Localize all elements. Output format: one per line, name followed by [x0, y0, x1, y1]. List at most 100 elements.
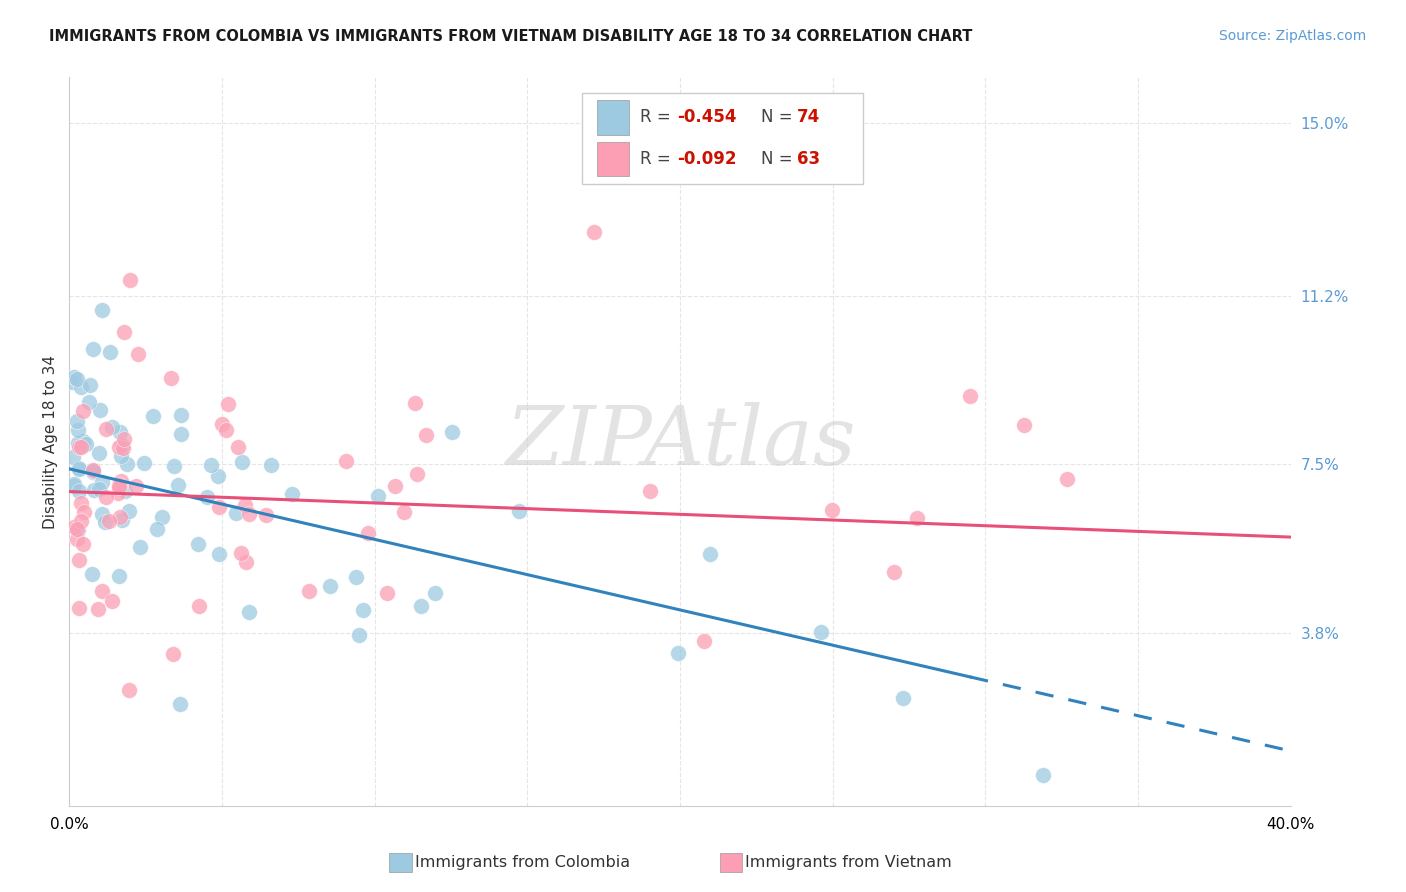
Text: IMMIGRANTS FROM COLOMBIA VS IMMIGRANTS FROM VIETNAM DISABILITY AGE 18 TO 34 CORR: IMMIGRANTS FROM COLOMBIA VS IMMIGRANTS F…: [49, 29, 973, 45]
Point: [217, 397, 239, 411]
Point: [66, 436, 89, 450]
Point: [66, 523, 89, 537]
Point: [335, 453, 357, 467]
Point: [67, 601, 90, 615]
Point: [319, 579, 342, 593]
Point: [90, 475, 112, 489]
Point: [207, 469, 229, 483]
Point: [169, 697, 191, 711]
Point: [349, 628, 371, 642]
Point: [406, 467, 429, 481]
Point: [101, 594, 124, 608]
Point: [77, 394, 100, 409]
Point: [411, 599, 433, 613]
Point: [108, 510, 131, 524]
Text: ZIPAtlas: ZIPAtlas: [505, 401, 855, 482]
Point: [146, 522, 169, 536]
Point: [367, 489, 389, 503]
Point: [132, 456, 155, 470]
Point: [108, 425, 131, 439]
Point: [508, 504, 530, 518]
Point: [905, 511, 928, 525]
Point: [211, 417, 233, 432]
Point: [72, 536, 94, 550]
Text: N =: N =: [761, 109, 797, 127]
Point: [233, 498, 256, 512]
Point: [108, 568, 131, 582]
Bar: [582, 94, 863, 185]
Text: Source: ZipAtlas.com: Source: ZipAtlas.com: [1219, 29, 1367, 44]
Point: [98, 514, 121, 528]
Point: [80, 566, 103, 581]
Point: [96, 490, 118, 504]
Point: [67, 423, 90, 437]
Point: [583, 225, 606, 239]
Text: 74: 74: [797, 109, 821, 127]
Point: [208, 547, 231, 561]
Point: [231, 455, 253, 469]
Point: [668, 646, 690, 660]
Point: [142, 409, 165, 423]
Point: [208, 500, 231, 514]
Point: [69, 440, 91, 454]
Point: [73, 505, 96, 519]
Point: [66, 372, 89, 386]
Point: [118, 682, 141, 697]
Point: [108, 480, 131, 494]
Point: [60, 376, 83, 390]
Point: [127, 347, 149, 361]
Point: [108, 440, 131, 454]
Text: -0.454: -0.454: [678, 109, 737, 127]
Point: [167, 478, 190, 492]
Point: [640, 484, 662, 499]
Point: [238, 508, 260, 522]
Point: [67, 462, 90, 476]
Text: N =: N =: [761, 150, 797, 168]
Point: [821, 502, 844, 516]
Point: [187, 599, 209, 614]
Point: [415, 427, 437, 442]
Point: [67, 553, 90, 567]
Point: [187, 537, 209, 551]
Point: [108, 477, 131, 491]
Point: [215, 423, 238, 437]
Text: R =: R =: [640, 150, 676, 168]
Point: [115, 457, 138, 471]
Point: [163, 458, 186, 473]
Point: [83, 483, 105, 497]
Point: [118, 504, 141, 518]
Point: [62, 520, 84, 534]
Point: [356, 525, 378, 540]
Point: [162, 647, 184, 661]
Bar: [598, 142, 628, 177]
Point: [82, 342, 104, 356]
Point: [90, 508, 112, 522]
Point: [392, 505, 415, 519]
Point: [101, 419, 124, 434]
Point: [100, 345, 122, 359]
Point: [225, 506, 247, 520]
Point: [67, 440, 90, 454]
Point: [150, 509, 173, 524]
Point: [72, 434, 94, 449]
Point: [82, 465, 104, 479]
Text: 63: 63: [797, 150, 820, 168]
Point: [70, 514, 93, 528]
Point: [1032, 768, 1054, 782]
Point: [63, 369, 86, 384]
Bar: [598, 100, 628, 135]
Point: [425, 586, 447, 600]
Point: [87, 601, 110, 615]
Point: [89, 402, 111, 417]
Point: [125, 478, 148, 492]
Text: Immigrants from Colombia: Immigrants from Colombia: [415, 855, 630, 870]
Point: [440, 425, 463, 439]
Point: [375, 586, 398, 600]
Point: [235, 555, 257, 569]
Point: [699, 547, 721, 561]
Point: [70, 496, 93, 510]
Point: [110, 513, 132, 527]
Point: [810, 625, 832, 640]
Point: [229, 546, 252, 560]
Point: [1012, 417, 1035, 432]
